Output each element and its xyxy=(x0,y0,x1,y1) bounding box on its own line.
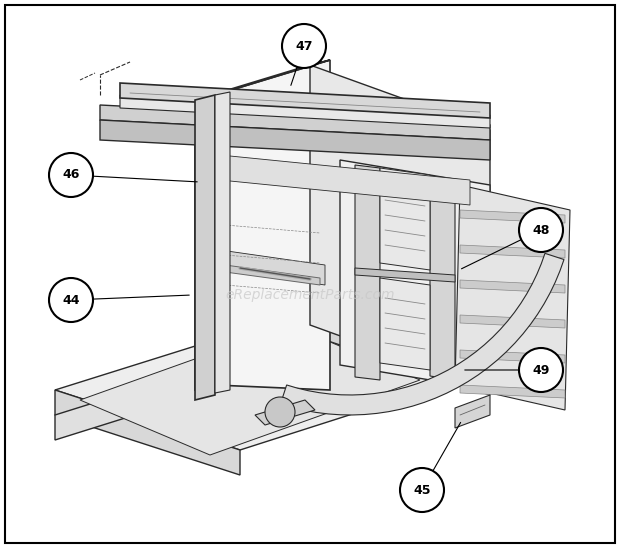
Polygon shape xyxy=(220,155,470,205)
Polygon shape xyxy=(215,60,330,390)
Text: 46: 46 xyxy=(63,168,80,181)
Polygon shape xyxy=(120,83,490,118)
Polygon shape xyxy=(100,105,490,140)
Text: 45: 45 xyxy=(414,483,431,496)
Polygon shape xyxy=(380,168,430,270)
Polygon shape xyxy=(310,65,490,390)
Polygon shape xyxy=(55,310,490,450)
Text: 48: 48 xyxy=(533,224,550,237)
Polygon shape xyxy=(215,92,230,393)
Polygon shape xyxy=(355,165,380,380)
Polygon shape xyxy=(460,280,565,293)
Circle shape xyxy=(49,153,93,197)
Polygon shape xyxy=(195,60,330,100)
Polygon shape xyxy=(220,250,325,285)
Circle shape xyxy=(400,468,444,512)
Polygon shape xyxy=(460,385,565,398)
Polygon shape xyxy=(310,310,490,395)
Circle shape xyxy=(519,348,563,392)
Polygon shape xyxy=(355,268,455,282)
Polygon shape xyxy=(455,185,570,410)
Polygon shape xyxy=(430,178,455,380)
Polygon shape xyxy=(80,325,420,455)
Polygon shape xyxy=(380,278,430,370)
Polygon shape xyxy=(55,335,310,440)
Text: 44: 44 xyxy=(62,294,80,306)
Polygon shape xyxy=(195,95,215,390)
Polygon shape xyxy=(120,95,490,128)
Circle shape xyxy=(49,278,93,322)
Polygon shape xyxy=(460,350,565,363)
Polygon shape xyxy=(225,265,320,285)
Polygon shape xyxy=(455,395,490,428)
Polygon shape xyxy=(460,245,565,258)
Polygon shape xyxy=(460,210,565,223)
Circle shape xyxy=(265,397,295,427)
Polygon shape xyxy=(340,160,490,390)
Text: eReplacementParts.com: eReplacementParts.com xyxy=(225,288,395,302)
Polygon shape xyxy=(255,400,315,425)
Polygon shape xyxy=(280,253,564,415)
Polygon shape xyxy=(195,95,215,400)
Text: 47: 47 xyxy=(295,39,312,53)
Text: 49: 49 xyxy=(533,363,550,376)
Circle shape xyxy=(282,24,326,68)
Polygon shape xyxy=(55,390,240,475)
Polygon shape xyxy=(460,315,565,328)
Polygon shape xyxy=(100,120,490,160)
Circle shape xyxy=(519,208,563,252)
